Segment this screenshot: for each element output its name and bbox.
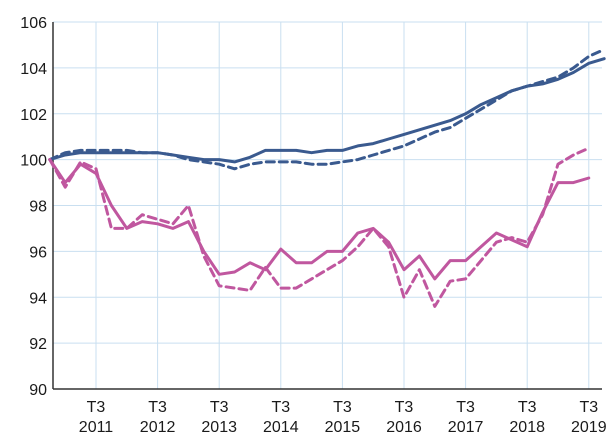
y-tick-labels: 90 92 94 96 98 100 102 104 106 bbox=[20, 15, 47, 399]
y-tick-label: 104 bbox=[20, 61, 47, 78]
x-tick-label-year: 2018 bbox=[509, 419, 545, 436]
x-tick-label-year: 2016 bbox=[386, 419, 422, 436]
x-tick-label-year: 2014 bbox=[263, 419, 299, 436]
y-tick-label: 90 bbox=[29, 382, 47, 399]
series-line-2 bbox=[48, 48, 606, 171]
y-tick-label: 100 bbox=[20, 153, 47, 170]
x-tick-label-year: 2015 bbox=[325, 419, 361, 436]
x-tick-label-quarter: T3 bbox=[271, 399, 290, 416]
series-line-1 bbox=[48, 57, 606, 164]
x-tick-label-quarter: T3 bbox=[518, 399, 537, 416]
x-tick-label-quarter: T3 bbox=[395, 399, 414, 416]
x-tick-label-quarter: T3 bbox=[210, 399, 229, 416]
y-tick-label: 102 bbox=[20, 107, 47, 124]
x-tick-label-quarter: T3 bbox=[148, 399, 167, 416]
x-tick-label-quarter: T3 bbox=[579, 399, 598, 416]
y-tick-label: 92 bbox=[29, 336, 47, 353]
x-tick-label-quarter: T3 bbox=[87, 399, 106, 416]
x-tick-label-quarter: T3 bbox=[456, 399, 475, 416]
x-tick-labels: T3 2011 T3 2012 T3 2013 T3 2014 T3 2015 T3 2016 T3 20… bbox=[79, 399, 607, 436]
x-tick-label-year: 2011 bbox=[79, 419, 114, 436]
axes bbox=[52, 22, 602, 390]
x-tick-label-quarter: T3 bbox=[333, 399, 352, 416]
x-tick-label-year: 2012 bbox=[140, 419, 176, 436]
series-lines bbox=[48, 48, 606, 308]
grid bbox=[53, 21, 602, 389]
series-line-4 bbox=[48, 146, 591, 308]
series-line-3 bbox=[48, 158, 591, 281]
x-tick-label-year: 2013 bbox=[201, 419, 237, 436]
y-tick-label: 96 bbox=[29, 244, 47, 261]
x-tick-label-year: 2019 bbox=[571, 419, 607, 436]
y-tick-label: 106 bbox=[20, 15, 47, 32]
x-tick-label-year: 2017 bbox=[448, 419, 484, 436]
y-tick-label: 98 bbox=[29, 199, 47, 216]
y-tick-label: 94 bbox=[29, 290, 47, 307]
